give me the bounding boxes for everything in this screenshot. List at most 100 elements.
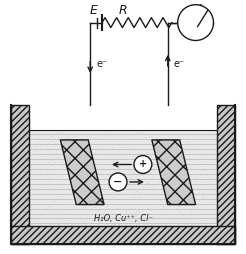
Point [131,214,135,218]
Point [87,164,91,168]
Point [109,214,113,218]
Point [138,167,142,171]
Point [47,160,51,164]
Point [113,197,117,201]
Point [177,140,181,144]
Point [153,151,157,155]
Point [182,198,186,202]
Point [90,140,94,144]
Point [81,157,85,161]
Text: E: E [89,4,97,17]
Point [102,134,106,138]
Point [89,147,93,151]
Point [139,195,143,199]
Point [119,181,123,185]
Point [196,141,200,145]
Point [131,190,135,194]
Point [97,192,101,196]
Point [74,152,78,156]
Point [155,135,159,139]
Point [169,152,173,156]
Point [127,136,131,140]
Point [98,193,102,197]
Point [205,180,209,184]
Point [98,146,102,150]
Point [158,198,162,202]
Point [138,195,142,199]
Point [121,213,125,217]
Point [169,156,173,160]
Text: mA: mA [186,4,205,14]
Point [207,133,211,137]
Point [202,215,206,219]
Point [109,177,113,181]
Point [177,185,181,189]
Point [157,181,161,185]
Point [158,212,162,216]
Point [33,149,37,153]
Point [149,167,153,171]
Point [117,222,121,226]
Point [166,216,170,220]
Point [115,193,119,197]
Point [124,208,128,212]
Point [37,209,41,213]
Point [72,142,76,146]
Point [46,149,50,153]
Point [98,221,102,225]
Point [82,161,86,165]
Point [78,170,82,174]
Point [41,184,45,188]
Point [137,209,140,213]
Point [136,156,140,160]
Text: R: R [119,4,127,17]
Point [145,181,149,185]
Point [133,152,137,156]
Point [194,135,198,139]
Point [187,202,191,206]
Point [51,158,55,163]
Point [106,162,109,166]
Point [59,209,63,213]
Point [203,161,207,165]
Point [165,159,169,163]
Point [184,214,188,218]
Point [133,217,137,221]
Point [171,176,175,180]
Point [54,130,58,134]
Point [173,152,177,156]
Point [61,161,65,165]
Point [44,207,48,211]
Point [155,204,159,208]
Point [62,149,66,153]
Point [110,215,114,219]
Polygon shape [217,105,235,244]
Point [71,199,75,203]
Point [110,133,114,137]
Point [113,137,117,141]
Point [182,200,186,204]
Point [112,192,116,196]
Point [169,159,173,163]
Point [93,189,97,193]
Point [208,200,212,204]
Point [182,148,185,152]
Point [139,164,143,168]
Point [204,159,208,163]
Point [83,169,87,173]
Point [137,159,141,163]
Point [113,162,117,166]
Point [147,202,151,207]
Point [78,171,82,176]
Point [208,177,212,181]
Point [206,140,210,144]
Point [75,172,79,176]
Point [149,134,153,138]
Point [200,141,204,146]
Point [32,168,36,172]
Point [173,168,177,172]
Point [99,201,103,205]
Point [82,178,86,182]
Point [36,141,40,145]
Point [117,177,121,181]
